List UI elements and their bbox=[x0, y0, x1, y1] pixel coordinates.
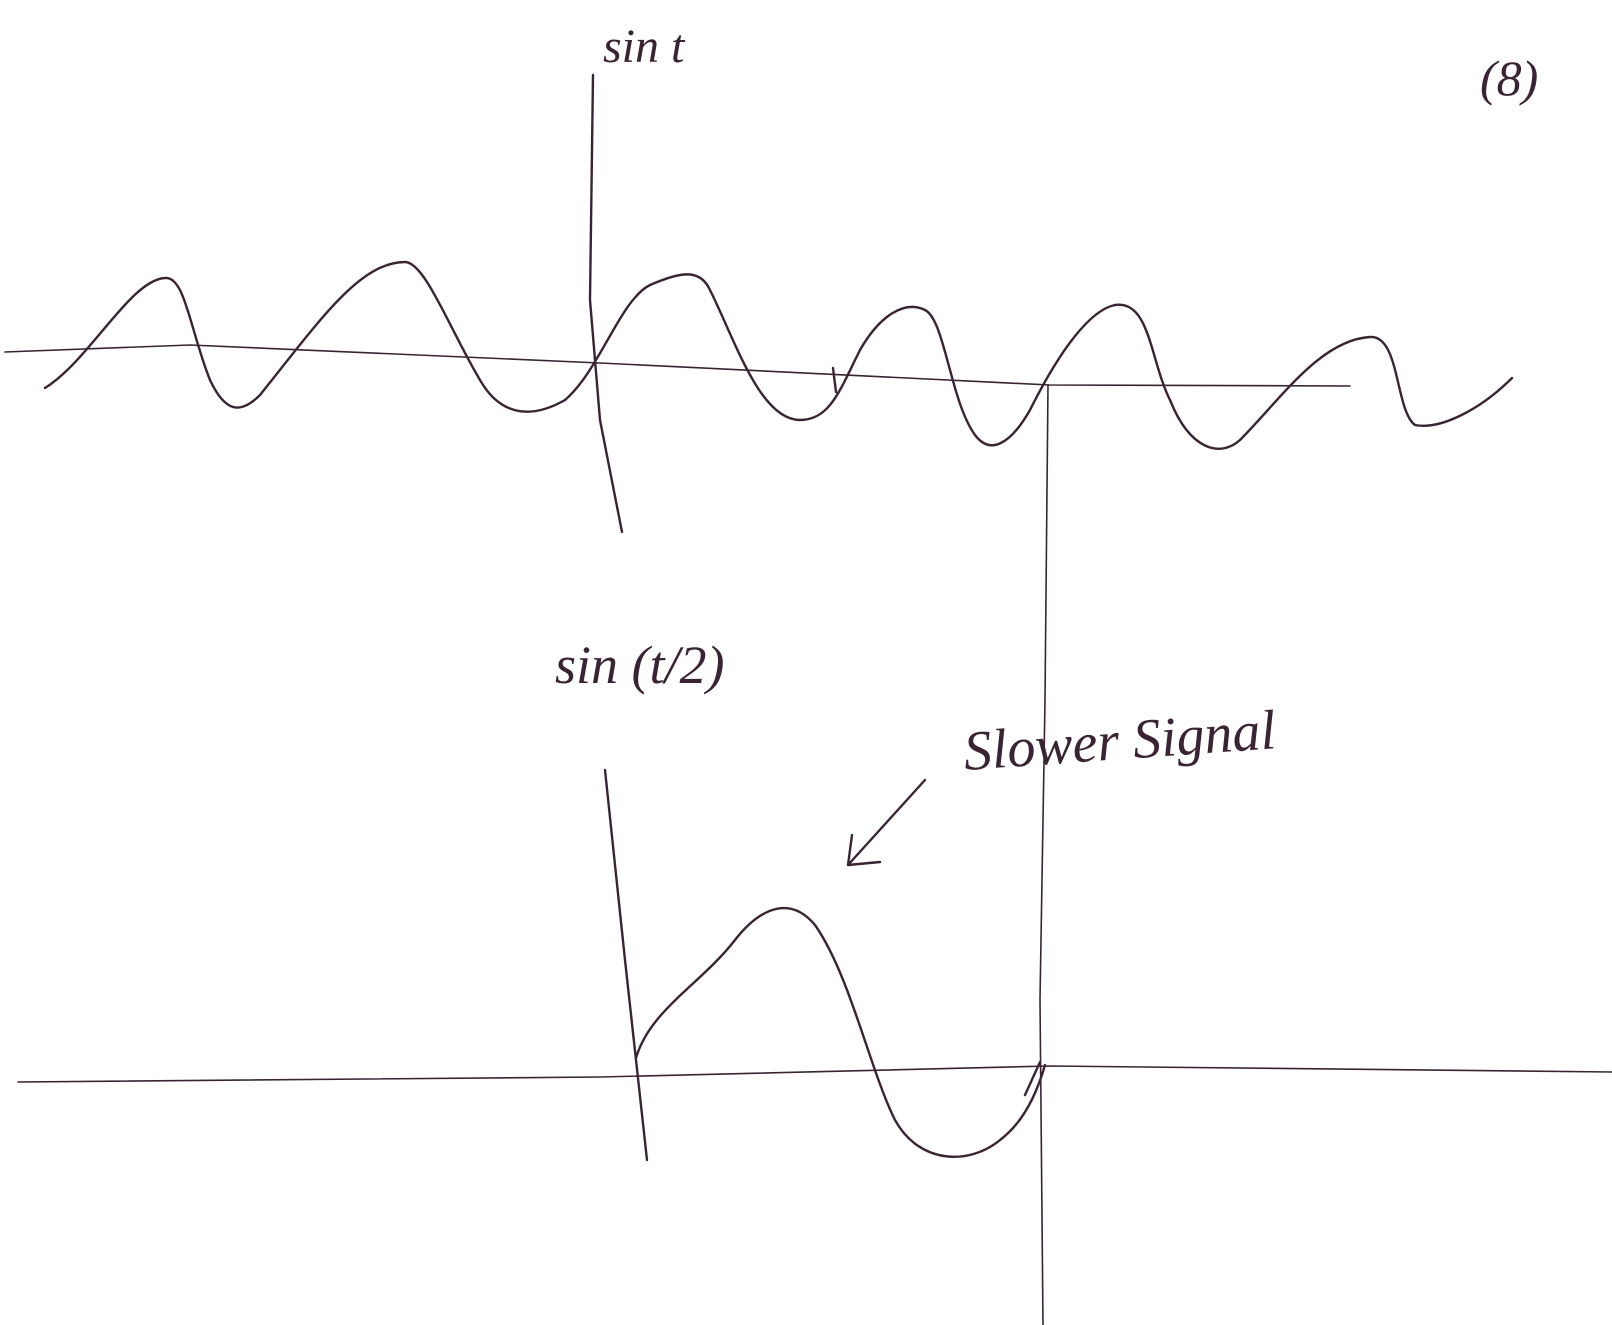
page-number: (8) bbox=[1480, 50, 1538, 106]
bottom-axis-label: sin (t/2) bbox=[555, 635, 725, 695]
top-axis-label: sin t bbox=[603, 20, 686, 73]
diagram: sin t (8) sin (t/2) Slower Signal bbox=[0, 0, 1612, 1325]
page bbox=[0, 0, 1612, 1325]
